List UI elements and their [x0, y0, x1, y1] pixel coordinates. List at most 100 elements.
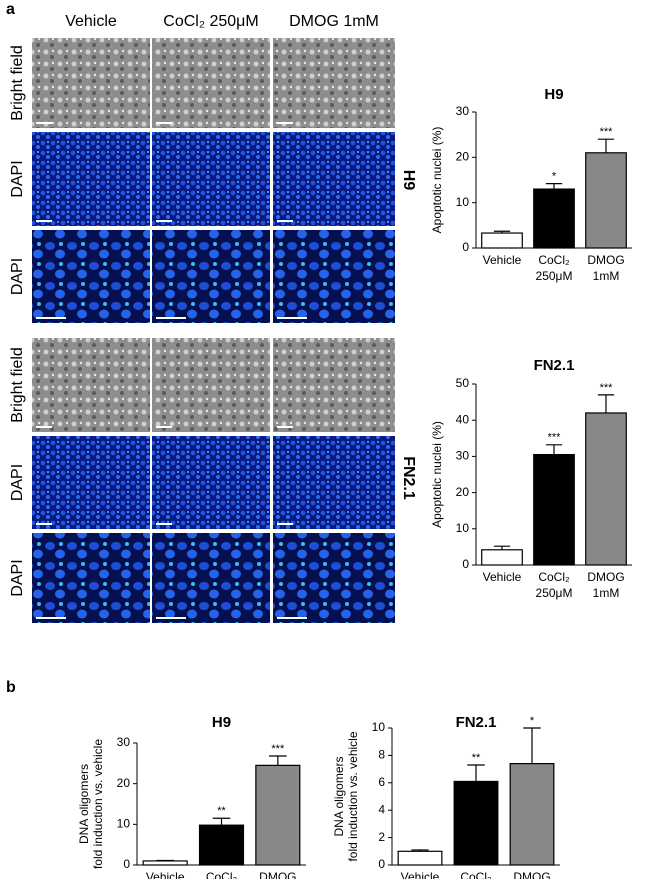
- scale-bar: [156, 426, 172, 428]
- group-label: H9: [400, 170, 417, 191]
- row-label: DAPI: [9, 464, 26, 501]
- scale-bar: [156, 617, 186, 619]
- scale-bar: [36, 617, 66, 619]
- scale-bar: [277, 426, 293, 428]
- x-tick-label: Vehicle: [483, 570, 522, 584]
- scale-bar: [36, 220, 52, 222]
- row-label: DAPI: [9, 258, 26, 295]
- scale-bar: [277, 317, 307, 319]
- row-label: Bright field: [9, 347, 26, 423]
- significance: ***: [600, 126, 614, 138]
- scale-bar: [36, 317, 66, 319]
- micrograph: [32, 436, 150, 529]
- micrograph: [32, 533, 150, 623]
- y-tick-label: 6: [378, 775, 385, 789]
- x-tick-label: Vehicle: [401, 870, 440, 879]
- y-tick-label: 10: [456, 195, 470, 209]
- y-axis-label: DNA oligomers: [77, 764, 91, 844]
- y-tick-label: 0: [378, 857, 385, 871]
- chart-title: FN2.1: [456, 714, 497, 731]
- y-tick-label: 20: [456, 485, 470, 499]
- bar: [585, 152, 627, 249]
- y-tick-label: 40: [456, 412, 470, 426]
- bar: [397, 850, 443, 866]
- row-label: Bright field: [9, 45, 26, 121]
- x-tick-label: DMOG: [259, 870, 296, 879]
- bar: [481, 232, 523, 249]
- scale-bar: [277, 122, 293, 124]
- scale-bar: [277, 617, 307, 619]
- panel-label: b: [6, 679, 16, 696]
- micrograph: [32, 132, 150, 226]
- bar: [453, 780, 499, 866]
- y-axis-label: DNA oligomers: [332, 756, 346, 836]
- y-tick-label: 30: [117, 735, 131, 749]
- x-tick-label: 1mM: [593, 269, 620, 283]
- significance: ***: [548, 432, 562, 444]
- x-tick-label: DMOG: [587, 253, 624, 267]
- micrograph: [32, 338, 150, 432]
- x-tick-label: DMOG: [513, 870, 550, 879]
- y-tick-label: 0: [123, 857, 130, 871]
- y-tick-label: 0: [462, 557, 469, 571]
- scale-bar: [36, 426, 52, 428]
- micrograph: [152, 132, 270, 226]
- significance: ***: [271, 743, 285, 755]
- micrograph: [152, 230, 270, 323]
- bar: [509, 763, 555, 866]
- x-tick-label: 1mM: [593, 586, 620, 600]
- x-tick-label: CoCl₂: [206, 870, 238, 879]
- micrograph: [273, 132, 395, 226]
- y-tick-label: 30: [456, 104, 470, 118]
- micrograph: [273, 436, 395, 529]
- y-tick-label: 0: [462, 240, 469, 254]
- significance: **: [472, 752, 481, 764]
- y-tick-label: 30: [456, 449, 470, 463]
- bar: [533, 188, 575, 249]
- scale-bar: [156, 317, 186, 319]
- scale-bar: [277, 523, 293, 525]
- y-tick-label: 8: [378, 748, 385, 762]
- micrograph: [32, 38, 150, 128]
- column-header: DMOG 1mM: [289, 13, 379, 30]
- micrograph: [273, 230, 395, 323]
- bar: [533, 453, 575, 566]
- scale-bar: [36, 523, 52, 525]
- y-axis-label: fold induction vs. vehicle: [91, 739, 105, 869]
- y-tick-label: 4: [378, 802, 385, 816]
- chart-title: H9: [212, 714, 231, 731]
- y-tick-label: 20: [117, 776, 131, 790]
- significance: *: [530, 715, 535, 727]
- micrograph: [273, 533, 395, 623]
- column-header: CoCl₂ 250μM: [163, 13, 258, 30]
- micrograph: [152, 436, 270, 529]
- y-axis-label: fold induction vs. vehicle: [346, 731, 360, 861]
- x-tick-label: CoCl₂: [538, 570, 570, 584]
- micrograph: [152, 38, 270, 128]
- bar: [198, 824, 245, 866]
- y-tick-label: 10: [372, 720, 386, 734]
- bar: [585, 412, 627, 566]
- x-tick-label: DMOG: [587, 570, 624, 584]
- y-axis-label: Apoptotic nuclei (%): [430, 421, 444, 528]
- column-header: Vehicle: [65, 13, 117, 30]
- y-axis-label: Apoptotic nuclei (%): [430, 127, 444, 234]
- micrograph: [273, 338, 395, 432]
- row-label: DAPI: [9, 160, 26, 197]
- bar: [255, 764, 301, 866]
- significance: *: [552, 171, 557, 183]
- y-tick-label: 20: [456, 150, 470, 164]
- chart-title: H9: [544, 86, 563, 103]
- scale-bar: [156, 523, 172, 525]
- x-tick-label: 250μM: [536, 269, 573, 283]
- micrograph: [273, 38, 395, 128]
- x-tick-label: Vehicle: [483, 253, 522, 267]
- x-tick-label: 250μM: [536, 586, 573, 600]
- y-tick-label: 10: [456, 521, 470, 535]
- group-label: FN2.1: [400, 456, 417, 500]
- row-label: DAPI: [9, 559, 26, 596]
- x-tick-label: CoCl₂: [460, 870, 492, 879]
- chart-title: FN2.1: [534, 357, 575, 374]
- scale-bar: [36, 122, 52, 124]
